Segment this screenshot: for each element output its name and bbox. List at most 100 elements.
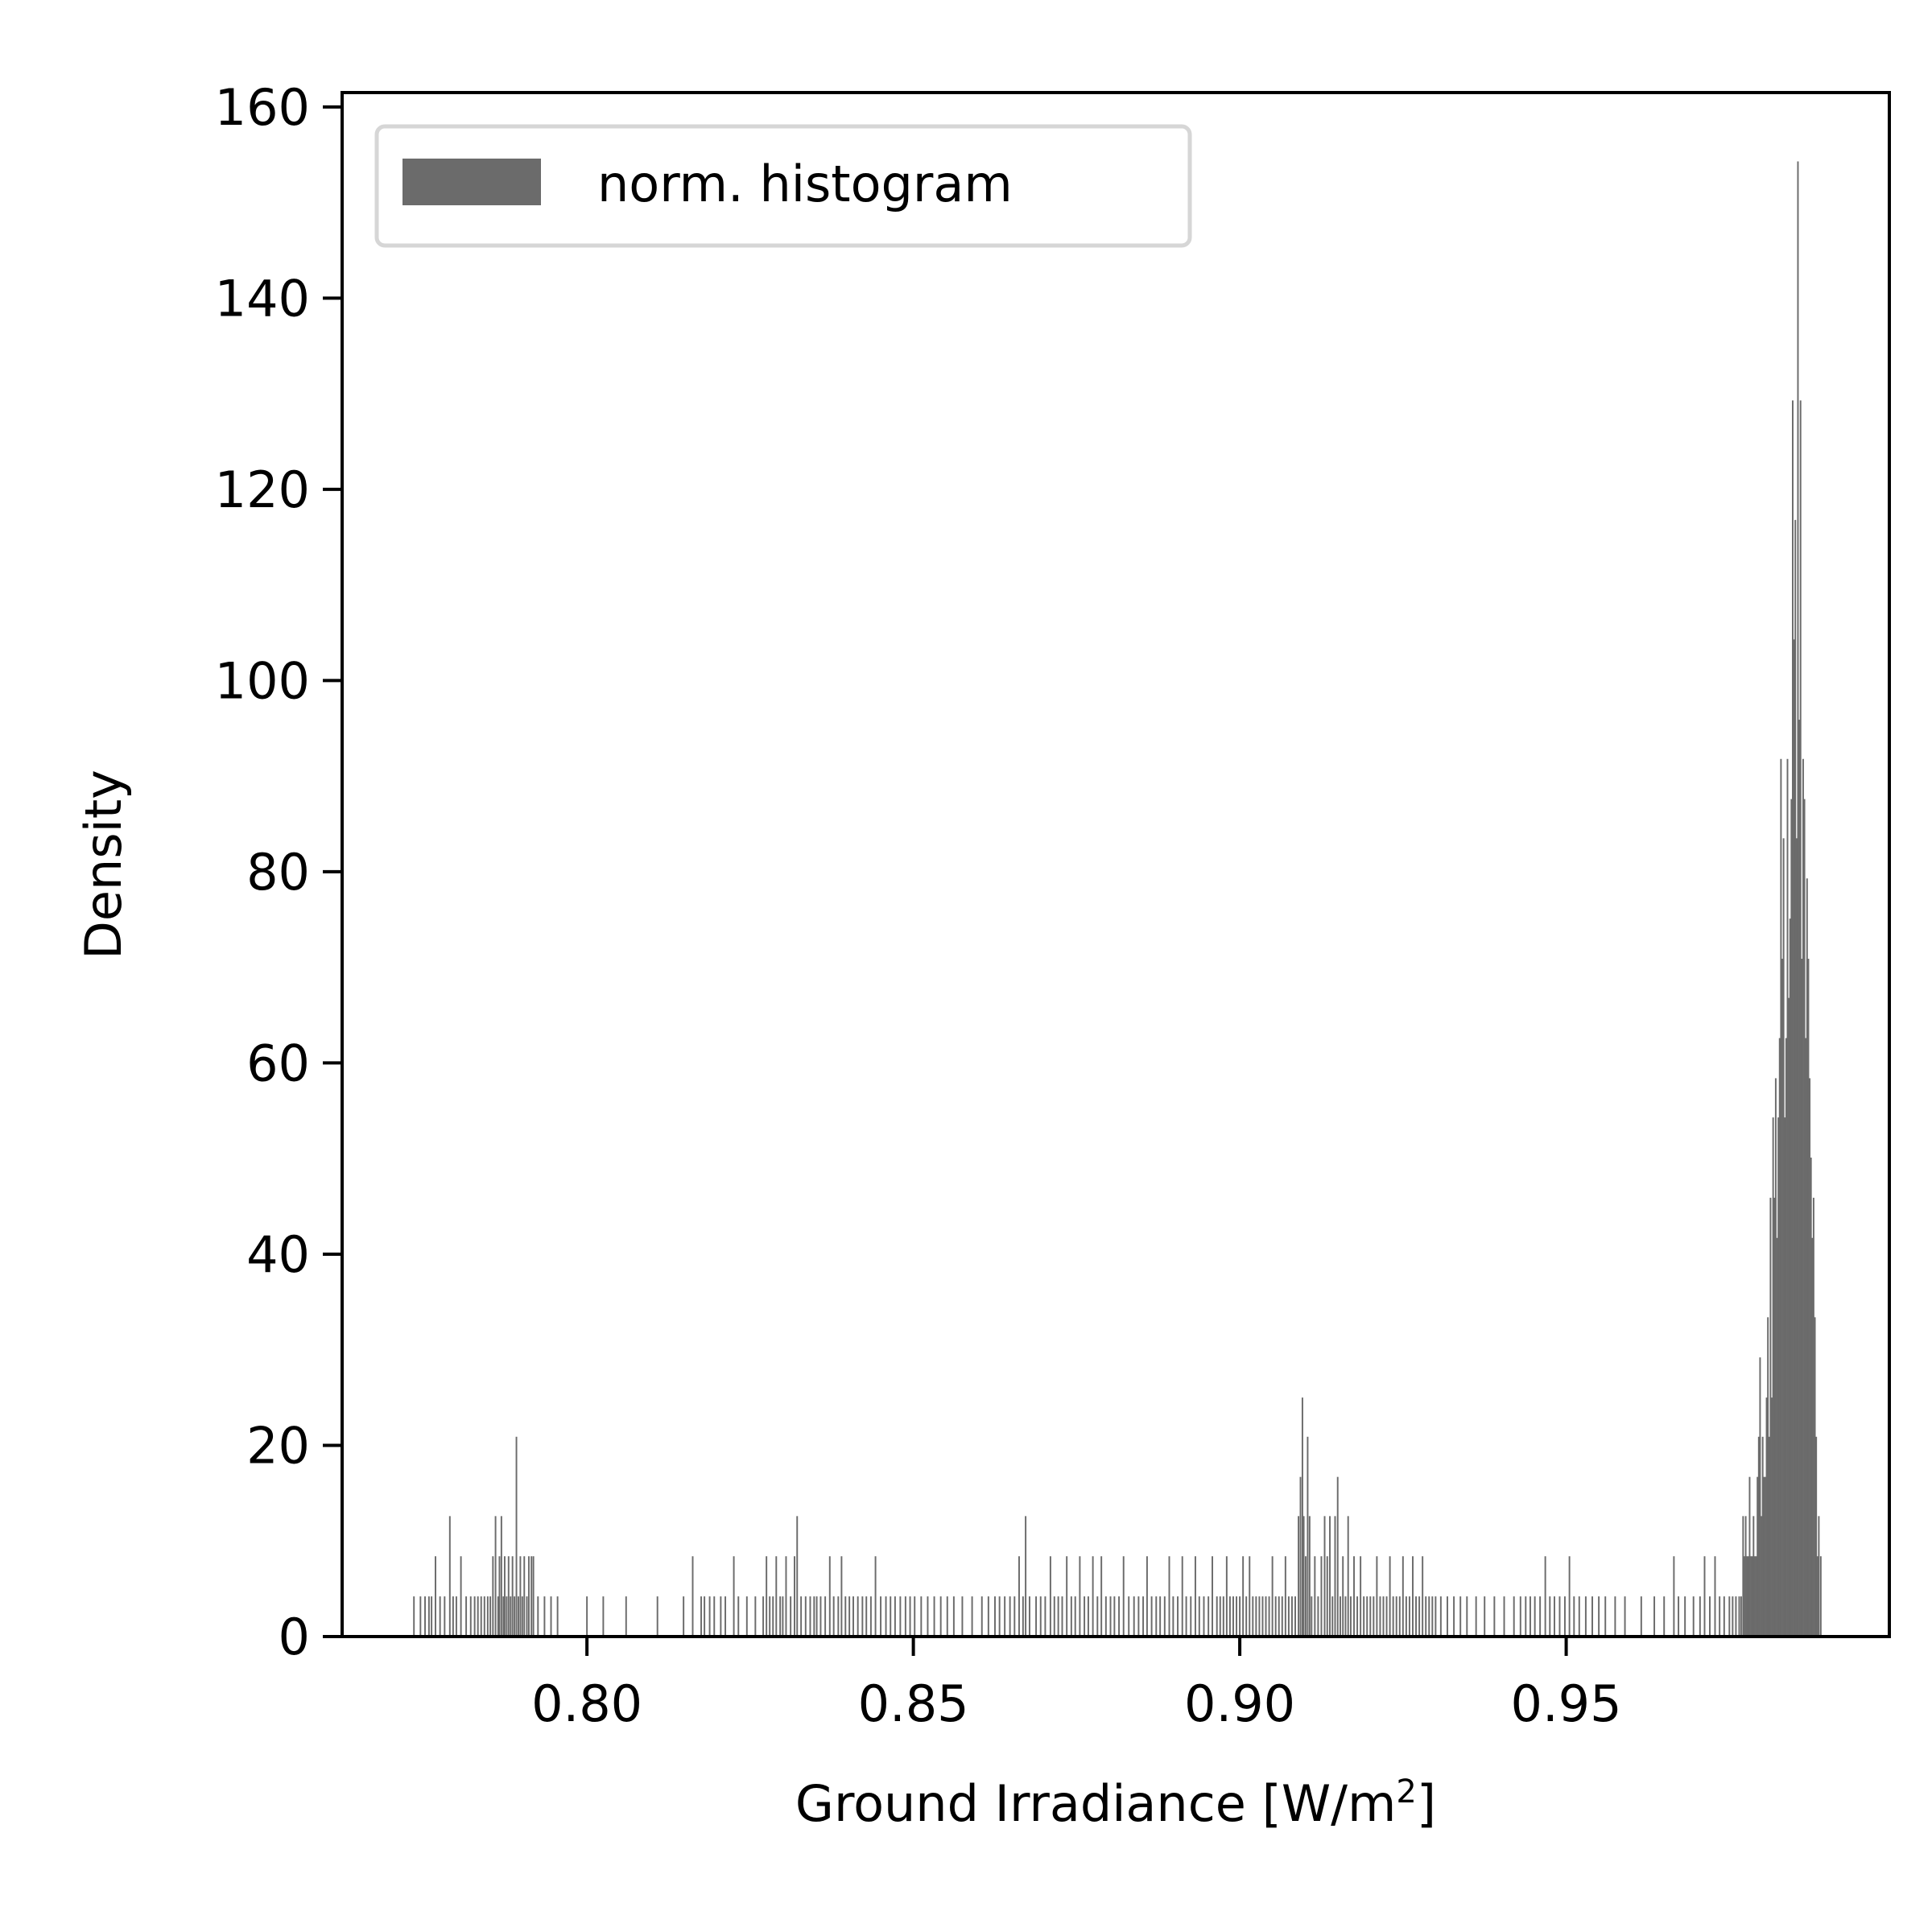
histogram-bar bbox=[861, 1596, 864, 1637]
histogram-bar bbox=[527, 1556, 530, 1637]
histogram-bar bbox=[1418, 1596, 1421, 1637]
histogram-bar bbox=[1039, 1596, 1042, 1637]
histogram-bar bbox=[1493, 1596, 1496, 1637]
legend: norm. histogram bbox=[374, 124, 1192, 248]
histogram-bar bbox=[1344, 1596, 1347, 1637]
histogram-bar bbox=[1795, 838, 1798, 1637]
histogram-bar bbox=[1274, 1596, 1277, 1637]
x-tick-label: 0.85 bbox=[858, 1674, 969, 1733]
histogram-bar bbox=[1778, 1038, 1781, 1637]
histogram-bar bbox=[1261, 1596, 1264, 1637]
histogram-bar bbox=[1079, 1556, 1081, 1637]
histogram-bar bbox=[844, 1596, 847, 1637]
histogram-bar bbox=[1744, 1516, 1747, 1637]
histogram-bar bbox=[1340, 1596, 1341, 1637]
histogram-bar bbox=[704, 1596, 706, 1637]
histogram-bar bbox=[427, 1596, 430, 1637]
histogram-bar bbox=[980, 1596, 983, 1637]
histogram-bar bbox=[1776, 1237, 1778, 1637]
histogram-bar bbox=[1070, 1596, 1072, 1637]
histogram-bar bbox=[1640, 1596, 1642, 1637]
histogram-bar bbox=[939, 1596, 942, 1637]
histogram-bar bbox=[1584, 1596, 1587, 1637]
histogram-bar bbox=[1113, 1596, 1116, 1637]
histogram-bar bbox=[1142, 1596, 1145, 1637]
histogram-bar bbox=[724, 1596, 727, 1637]
histogram-bar bbox=[1563, 1596, 1566, 1637]
histogram-bar bbox=[1395, 1596, 1397, 1637]
histogram-bar bbox=[1812, 1197, 1814, 1637]
histogram-bar bbox=[1353, 1556, 1355, 1637]
histogram-bar bbox=[506, 1596, 508, 1637]
histogram-bar bbox=[1329, 1516, 1331, 1637]
histogram-bar bbox=[1459, 1596, 1462, 1637]
legend-box bbox=[374, 124, 1192, 248]
histogram-bar bbox=[465, 1596, 468, 1637]
histogram-bar bbox=[1752, 1516, 1755, 1637]
histogram-bar bbox=[874, 1556, 877, 1637]
histogram-bar bbox=[1317, 1596, 1319, 1637]
histogram-bar bbox=[1774, 1078, 1777, 1637]
histogram-bar bbox=[1810, 1158, 1812, 1637]
y-tick-label: 60 bbox=[246, 1034, 310, 1092]
histogram-bar bbox=[1684, 1596, 1686, 1637]
histogram-bar bbox=[1764, 1476, 1766, 1637]
histogram-bar bbox=[1598, 1596, 1600, 1637]
histogram-bar bbox=[1302, 1516, 1305, 1637]
histogram-bars bbox=[413, 161, 1822, 1637]
y-tick-label: 20 bbox=[246, 1416, 310, 1475]
histogram-bar bbox=[1792, 400, 1794, 1637]
histogram-bar bbox=[1278, 1596, 1280, 1637]
histogram-bar bbox=[1751, 1556, 1753, 1637]
histogram-bar bbox=[894, 1596, 896, 1637]
histogram-bar bbox=[439, 1596, 441, 1637]
histogram-bar bbox=[483, 1596, 485, 1637]
histogram-bar bbox=[1185, 1596, 1187, 1637]
histogram-bar bbox=[772, 1596, 774, 1637]
histogram-bar bbox=[1281, 1596, 1283, 1637]
histogram-bar bbox=[1806, 878, 1808, 1637]
histogram-bar bbox=[1678, 1596, 1680, 1637]
histogram-bar bbox=[523, 1556, 526, 1637]
histogram-bar bbox=[857, 1596, 859, 1637]
histogram-bar bbox=[1818, 1516, 1820, 1637]
histogram-bar bbox=[1578, 1596, 1580, 1637]
histogram-bar bbox=[1104, 1596, 1107, 1637]
histogram-bar bbox=[713, 1596, 716, 1637]
histogram-bar bbox=[1087, 1596, 1089, 1637]
histogram-bar bbox=[1334, 1516, 1336, 1637]
histogram-bar bbox=[813, 1596, 815, 1637]
histogram-bar bbox=[745, 1596, 748, 1637]
histogram-bar bbox=[1181, 1556, 1183, 1637]
histogram-bar bbox=[1299, 1476, 1302, 1637]
histogram-bar bbox=[1797, 161, 1799, 1637]
histogram-bar bbox=[1203, 1596, 1205, 1637]
histogram-bar bbox=[1249, 1556, 1251, 1637]
histogram-bar bbox=[507, 1556, 510, 1637]
histogram-bar bbox=[1422, 1556, 1424, 1637]
histogram-bar bbox=[1742, 1516, 1744, 1637]
histogram-bar bbox=[933, 1596, 935, 1637]
histogram-bar bbox=[526, 1596, 528, 1637]
histogram-bar bbox=[832, 1596, 835, 1637]
histogram-bar bbox=[1780, 758, 1782, 1637]
histogram-bar bbox=[1061, 1596, 1063, 1637]
histogram-bar bbox=[419, 1596, 422, 1637]
histogram-bar bbox=[1719, 1596, 1721, 1637]
histogram-bar bbox=[1245, 1596, 1248, 1637]
histogram-bar bbox=[550, 1596, 552, 1637]
histogram-bar bbox=[1784, 1117, 1786, 1637]
histogram-bar bbox=[1096, 1596, 1099, 1637]
histogram-bar bbox=[1763, 1476, 1765, 1637]
histogram-bar bbox=[1242, 1556, 1245, 1637]
histogram-bar bbox=[794, 1556, 795, 1637]
histogram-bar bbox=[1219, 1596, 1221, 1637]
histogram-bar bbox=[1035, 1596, 1038, 1637]
histogram-bar bbox=[1785, 1038, 1787, 1637]
histogram-bar bbox=[733, 1556, 735, 1637]
histogram-bar bbox=[656, 1596, 658, 1637]
histogram-bar bbox=[1788, 997, 1790, 1637]
histogram-bar bbox=[1534, 1596, 1536, 1637]
histogram-bar bbox=[920, 1596, 923, 1637]
histogram-bar bbox=[1053, 1596, 1055, 1637]
